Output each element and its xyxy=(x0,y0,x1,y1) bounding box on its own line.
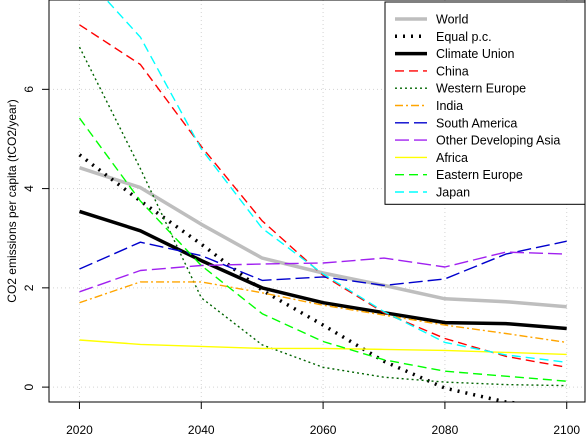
legend-label-8: Africa xyxy=(436,151,468,165)
y-axis-title: CO2 emissions per capita (tCO2/year) xyxy=(5,99,19,302)
x-tick-label-0: 2020 xyxy=(66,423,93,437)
legend-label-2: Climate Union xyxy=(436,47,515,61)
series-line-8 xyxy=(79,339,567,356)
legend-label-4: Western Europe xyxy=(436,82,526,96)
x-tick-label-2: 2060 xyxy=(310,423,337,437)
x-tick-label-4: 2100 xyxy=(553,423,580,437)
legend-label-1: Equal p.c. xyxy=(436,30,492,44)
legend-label-10: Japan xyxy=(436,186,470,200)
x-tick-label-3: 2080 xyxy=(432,423,459,437)
y-tick-label-1: 2 xyxy=(22,284,36,291)
series-line-2 xyxy=(78,209,567,331)
legend-label-0: World xyxy=(436,13,468,27)
series-line-6 xyxy=(79,240,567,287)
series-line-9 xyxy=(78,117,567,382)
series-line-5 xyxy=(79,281,567,344)
series-line-0 xyxy=(78,166,567,309)
series-line-7 xyxy=(79,251,567,293)
series-line-1 xyxy=(78,153,524,402)
series-line-4 xyxy=(78,46,567,387)
legend-label-7: Other Developing Asia xyxy=(436,134,560,148)
y-tick-label-3: 6 xyxy=(22,86,36,93)
legend: World Equal p.c. Climate Union China Western… xyxy=(384,1,586,205)
series-line-10 xyxy=(105,0,567,363)
legend-label-9: Eastern Europe xyxy=(436,168,523,182)
y-tick-label-2: 4 xyxy=(22,185,36,192)
y-tick-label-0: 0 xyxy=(22,383,36,390)
axes: 2020 2040 2060 2080 2100 0 2 4 6 xyxy=(22,86,580,437)
legend-label-5: India xyxy=(436,99,463,113)
legend-box xyxy=(384,1,586,205)
series-lines xyxy=(78,0,567,402)
x-tick-label-1: 2040 xyxy=(188,423,215,437)
legend-label-6: South America xyxy=(436,116,517,130)
legend-label-3: China xyxy=(436,64,469,78)
